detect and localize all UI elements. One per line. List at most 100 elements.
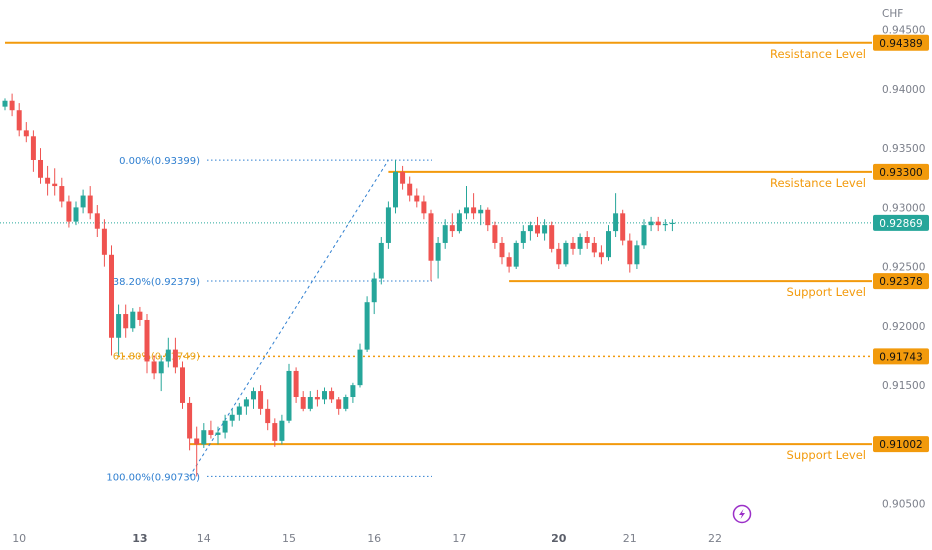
candle-body: [428, 213, 434, 261]
candle-body: [613, 213, 619, 232]
candle-body: [293, 370, 299, 398]
candle-body: [251, 391, 256, 400]
candle-body: [669, 222, 675, 224]
price-axis: CHF 0.94500 0.94000 0.93500 0.93000 0.92500 0…: [882, 8, 925, 511]
candle-body: [187, 402, 193, 439]
candle-body: [442, 225, 448, 243]
price-badge: [873, 273, 929, 290]
candle-body: [215, 432, 221, 435]
candle-body: [137, 311, 143, 320]
candle-body: [584, 237, 590, 243]
candle-body: [499, 242, 505, 258]
price-badge: [873, 436, 929, 453]
candle-body: [606, 231, 611, 258]
candle-body: [109, 254, 114, 338]
x-tick-label: 16: [367, 532, 381, 545]
candle-body: [435, 242, 441, 261]
price-badge: [873, 163, 929, 180]
price-badge-label: 0.94389: [879, 38, 922, 50]
candle-body: [513, 242, 519, 267]
candle-body: [272, 423, 278, 441]
level-label: Support Level: [787, 285, 866, 299]
candle-body: [180, 367, 185, 403]
candle-body: [350, 385, 356, 398]
level-labels: Resistance Level Resistance Level Support …: [770, 47, 866, 462]
price-badge: [873, 348, 929, 365]
candle-body: [648, 221, 654, 226]
candle-body: [172, 349, 178, 368]
y-tick-label: 0.90500: [882, 499, 925, 511]
candle-body: [506, 257, 512, 267]
candle-body: [527, 225, 533, 232]
price-badge: [873, 34, 929, 51]
candle-body: [194, 438, 200, 445]
candle-body: [144, 319, 150, 362]
price-badge-label: 0.92869: [879, 218, 922, 230]
candle-body: [378, 242, 384, 279]
candle-body: [400, 171, 406, 184]
candle-body: [101, 228, 107, 255]
time-axis: 10 13 14 15 16 17 20 21 22: [12, 532, 722, 545]
candle-body: [662, 223, 668, 226]
currency-label: CHF: [882, 8, 903, 20]
candle-body: [279, 420, 285, 441]
candle-body: [116, 314, 122, 338]
lightning-icon[interactable]: [732, 504, 752, 524]
price-badges: 0.94389 0.93300 0.92378 0.91002 0.91743 0.928…: [873, 34, 929, 453]
y-tick-label: 0.94000: [882, 84, 925, 96]
candle-body: [471, 207, 477, 214]
candle-body: [16, 110, 22, 131]
fib-level-label: 100.00%(0.90730): [106, 472, 200, 483]
candle-body: [307, 397, 313, 409]
price-badge-label: 0.93300: [879, 167, 922, 179]
candle-body: [336, 399, 342, 409]
candle-body: [456, 213, 462, 232]
fib-level-label: 0.00%(0.93399): [119, 156, 200, 167]
candle-body: [598, 252, 604, 258]
candle-body: [94, 213, 100, 229]
candle-body: [80, 195, 86, 208]
candle-body: [591, 242, 597, 253]
candle-body: [542, 225, 548, 234]
candle-body: [407, 183, 413, 196]
candle-body: [38, 159, 43, 178]
candle-body: [414, 195, 420, 202]
candle-body: [73, 207, 79, 222]
level-label: Resistance Level: [770, 176, 866, 190]
candle-body: [158, 361, 164, 374]
candle-body: [236, 406, 242, 415]
y-tick-label: 0.93000: [882, 202, 925, 214]
candle-body: [2, 100, 8, 107]
candle-body: [66, 201, 72, 222]
candle-body: [30, 136, 36, 160]
candle-body: [23, 130, 29, 137]
candle-body: [52, 183, 58, 187]
candle-body: [371, 278, 377, 303]
candle-body: [535, 225, 540, 234]
candle-body: [478, 209, 484, 214]
candle-body: [265, 408, 271, 424]
candle-body: [59, 186, 65, 202]
candle-body: [9, 100, 15, 111]
x-tick-label: 15: [282, 532, 296, 545]
candle-body: [549, 225, 555, 249]
x-tick-label: 14: [197, 532, 211, 545]
y-tick-label: 0.93500: [882, 143, 925, 155]
price-levels: [0, 41, 872, 446]
candle-body: [449, 225, 455, 232]
candle-body: [577, 237, 583, 249]
candle-body: [165, 349, 171, 362]
y-tick-label: 0.91500: [882, 380, 925, 392]
x-tick-label: 22: [708, 532, 722, 545]
candle-body: [620, 213, 626, 241]
candle-body: [485, 209, 491, 226]
candle-body: [421, 201, 427, 214]
x-tick-label: 10: [12, 532, 26, 545]
candle-body: [634, 245, 640, 265]
y-tick-label: 0.92500: [882, 262, 925, 274]
price-badge-label: 0.91002: [879, 439, 922, 451]
y-tick-label: 0.92000: [882, 321, 925, 333]
x-tick-label: 13: [132, 532, 147, 545]
candle-body: [641, 225, 647, 246]
